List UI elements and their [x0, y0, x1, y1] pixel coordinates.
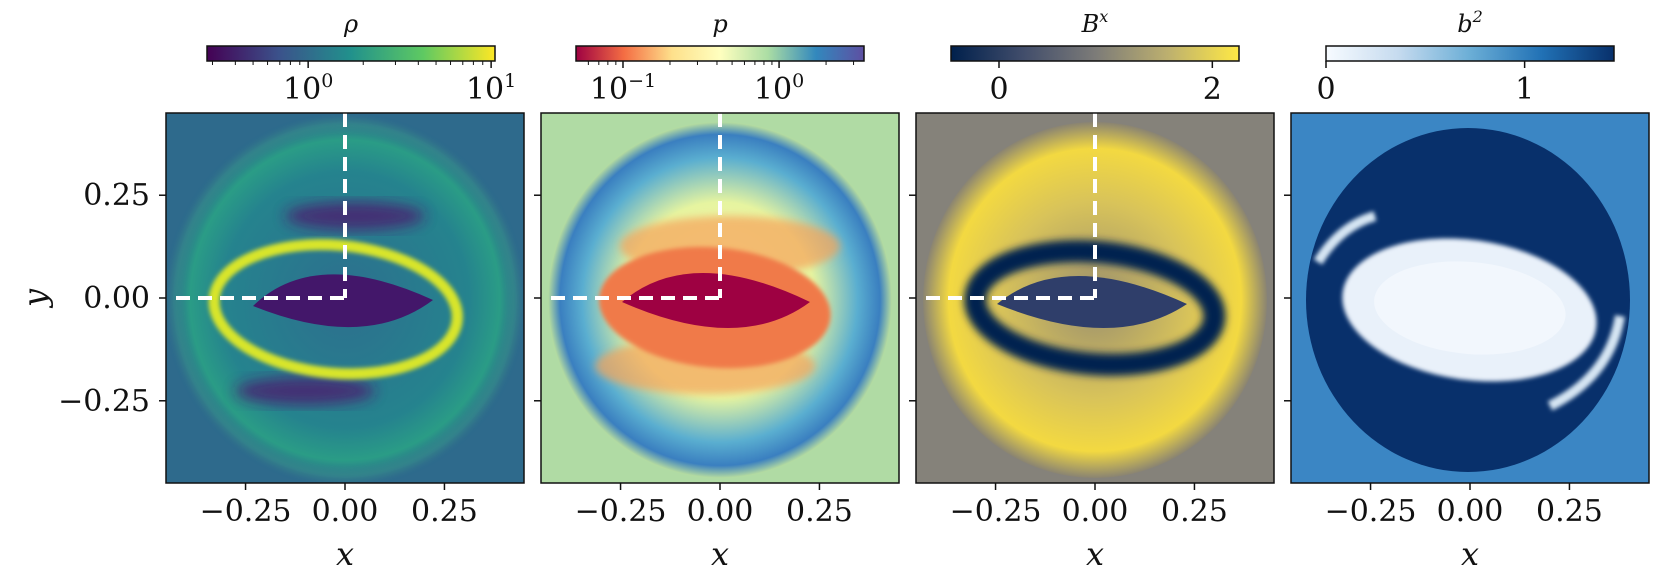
xaxis-label: x: [1086, 535, 1104, 573]
xtick-label: 0.25: [1536, 494, 1603, 529]
colorbar-gradient: [575, 45, 865, 62]
xtick-label: 0.25: [411, 494, 478, 529]
xaxis-label: x: [336, 535, 354, 573]
rho-void-bottom: [235, 377, 375, 405]
colorbar-rho: ρ 100 101: [206, 10, 516, 107]
xaxis-label: x: [1461, 535, 1479, 573]
b2-arm-right: [1547, 315, 1625, 411]
xaxis-label: x: [711, 535, 729, 573]
colorbar-tick-label: 10−1: [590, 70, 656, 107]
xtick-label: 0.25: [786, 494, 853, 529]
heatmap-Bx: −0.25 0.00 0.25 x: [909, 112, 1275, 573]
xtick-label: −0.25: [1325, 494, 1417, 529]
colorbar-tick-label: 0: [989, 72, 1008, 107]
yaxis-label: y: [16, 288, 54, 309]
panel-rho: −0.25 0.00 0.25 x 0.25 0.00 −0.25 y ρ 100 101: [16, 10, 525, 573]
xtick-label: 0.00: [1062, 494, 1129, 529]
colorbar-gradient: [950, 45, 1240, 62]
panel-b2: −0.25 0.00 0.25 x b2 0 1: [1284, 7, 1650, 573]
b2-arm-left: [1313, 211, 1377, 265]
ytick-label: 0.00: [83, 281, 150, 316]
xtick-label: −0.25: [200, 494, 292, 529]
xtick-label: 0.00: [312, 494, 379, 529]
colorbar-tick-label: 1: [1515, 72, 1534, 107]
colorbar-p: p 10−1 100: [575, 10, 865, 107]
colorbar-label: p: [712, 10, 727, 38]
heatmap-b2: −0.25 0.00 0.25 x: [1284, 112, 1650, 573]
xtick-label: 0.00: [1437, 494, 1504, 529]
ytick-label: −0.25: [58, 384, 150, 419]
heatmap-p: −0.25 0.00 0.25 x: [534, 112, 900, 573]
b2-core: [1374, 261, 1566, 355]
ytick-label: 0.25: [83, 178, 150, 213]
rho-cavity: [253, 274, 433, 328]
xtick-label: 0.25: [1161, 494, 1228, 529]
colorbar-tick-label: 101: [466, 70, 516, 107]
colorbar-tick-label: 100: [754, 70, 804, 107]
colorbar-gradient: [1325, 45, 1615, 62]
colorbar-label: ρ: [343, 10, 358, 38]
rho-shell: [208, 239, 463, 380]
colorbar-label: b2: [1457, 7, 1483, 38]
colorbar-label: Bx: [1081, 7, 1109, 38]
colorbar-Bx: Bx 0 2: [950, 7, 1240, 107]
xtick-label: 0.00: [687, 494, 754, 529]
xtick-label: −0.25: [950, 494, 1042, 529]
bx-cavity: [997, 276, 1187, 328]
p-cavity: [622, 273, 810, 328]
xtick-label: −0.25: [575, 494, 667, 529]
colorbar-gradient: [206, 45, 496, 62]
panel-p: −0.25 0.00 0.25 x p 10−1 100: [534, 10, 900, 573]
colorbar-tick-label: 2: [1203, 72, 1222, 107]
colorbar-tick-label: 0: [1316, 72, 1335, 107]
colorbar-tick-label: 100: [283, 70, 333, 107]
rho-void-top: [285, 202, 425, 230]
colorbar-b2: b2 0 1: [1316, 7, 1615, 107]
panel-Bx: −0.25 0.00 0.25 x Bx 0 2: [909, 7, 1275, 573]
heatmap-rho: −0.25 0.00 0.25 x 0.25 0.00 −0.25 y: [16, 112, 525, 573]
